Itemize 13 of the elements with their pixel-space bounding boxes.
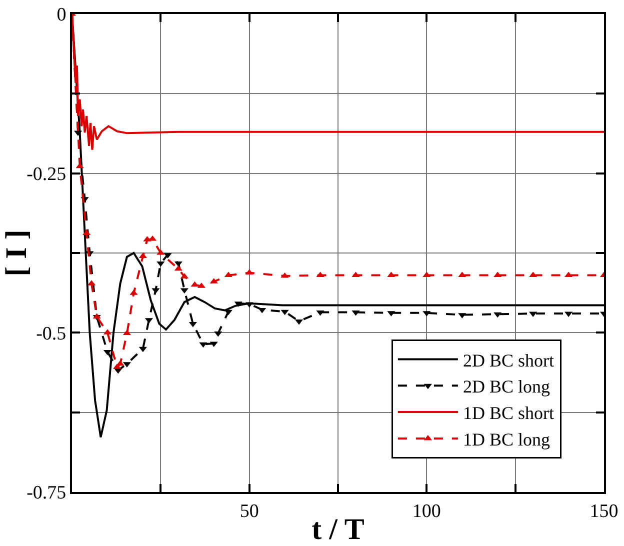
legend-label: 1D BC short	[462, 403, 554, 424]
x-tick-label: 100	[412, 500, 441, 522]
y-tick-label: -0.25	[26, 164, 66, 185]
legend-label: 1D BC long	[462, 429, 550, 450]
y-axis-title: [ I ]	[0, 230, 33, 276]
x-axis-title: t / T	[312, 513, 364, 546]
x-tick-label: 50	[240, 500, 259, 522]
y-tick-label: -0.75	[26, 482, 66, 504]
legend-label: 2D BC short	[462, 350, 554, 370]
y-tick-label: -0.5	[36, 323, 66, 344]
y-tick-label: 0	[56, 4, 66, 26]
x-tick-label: 150	[590, 500, 618, 522]
legend-label: 2D BC long	[462, 376, 550, 397]
